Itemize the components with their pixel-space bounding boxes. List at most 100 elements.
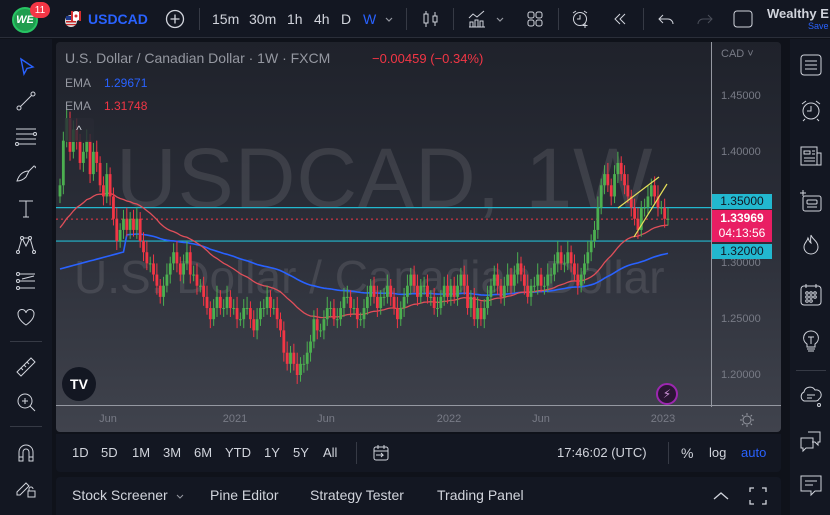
candle <box>576 274 580 286</box>
range-1m[interactable]: 1M <box>132 445 151 460</box>
ema-fast-line[interactable] <box>59 192 669 319</box>
price-scale[interactable] <box>711 42 781 407</box>
candles-chart-type-icon[interactable] <box>421 9 441 29</box>
candle <box>432 296 436 309</box>
symbol-search[interactable]: USDCAD <box>88 11 148 27</box>
calendar-icon[interactable] <box>798 282 824 308</box>
ideas-lightbulb-icon[interactable] <box>798 328 824 354</box>
cursor-icon[interactable] <box>14 55 38 79</box>
range-5y[interactable]: 5Y <box>293 445 309 460</box>
timeframe-d[interactable]: D <box>341 11 352 27</box>
candle <box>436 308 439 310</box>
ema-slow-line[interactable] <box>59 233 669 297</box>
utc-clock[interactable]: 17:46:02 (UTC) <box>557 445 647 460</box>
alerts-clock-icon[interactable] <box>798 97 824 123</box>
maximize-panel-icon[interactable] <box>748 486 768 506</box>
chats-cloud-icon[interactable] <box>798 383 824 409</box>
add-symbol-icon[interactable] <box>165 9 185 29</box>
undo-icon[interactable] <box>656 9 676 29</box>
candle <box>623 174 626 186</box>
add-watchlist-icon[interactable] <box>798 188 824 214</box>
news-icon[interactable] <box>798 143 824 169</box>
auto-scale-toggle[interactable]: auto <box>741 445 767 460</box>
horizontal-lines-icon[interactable] <box>14 124 38 148</box>
lightning-icon[interactable]: ⚡ <box>656 383 678 405</box>
timeframe-30m[interactable]: 30m <box>249 11 277 27</box>
magnet-icon[interactable] <box>14 440 38 464</box>
ema-slow-label[interactable]: EMA <box>65 99 92 113</box>
range-1d[interactable]: 1D <box>72 445 89 460</box>
date-range-bar: 1D 5D 1M 3M 6M YTD 1Y 5Y All 17:46:02 (U… <box>56 434 781 472</box>
price-label: 1.40000 <box>721 146 761 158</box>
candle <box>456 285 459 297</box>
candle <box>522 274 526 286</box>
candle <box>549 274 553 276</box>
chevron-down-icon[interactable] <box>174 490 186 502</box>
tab-strategy-tester[interactable]: Strategy Tester <box>310 487 404 503</box>
prediction-tool-icon[interactable] <box>14 269 38 293</box>
candle <box>402 296 406 309</box>
timeframe-15m[interactable]: 15m <box>212 11 240 27</box>
chevron-down-icon[interactable] <box>382 9 396 29</box>
indicators-icon[interactable] <box>467 9 487 29</box>
wedge-upper-line[interactable] <box>617 176 660 209</box>
favorites-heart-icon[interactable] <box>14 305 38 329</box>
wedge-lower-line[interactable] <box>633 183 668 238</box>
candle <box>606 174 610 186</box>
chevron-down-icon[interactable] <box>493 9 507 29</box>
hotlists-flame-icon[interactable] <box>798 232 824 258</box>
messages-icon[interactable] <box>798 428 824 454</box>
lock-drawings-icon[interactable] <box>14 475 38 499</box>
chart-settings-sun-icon[interactable] <box>739 412 755 428</box>
last-price-label: 1.33969 04:13:56 <box>712 210 772 242</box>
save-link[interactable]: Save <box>808 21 829 31</box>
watchlist-icon[interactable] <box>798 52 824 78</box>
pattern-tool-icon[interactable] <box>14 232 38 256</box>
log-scale-toggle[interactable]: log <box>709 445 727 460</box>
tradingview-logo[interactable]: TV <box>62 367 96 401</box>
timeframe-1h[interactable]: 1h <box>287 11 303 27</box>
candle <box>656 196 660 208</box>
last-price: 1.33969 <box>720 211 764 225</box>
fullscreen-square-icon[interactable] <box>733 9 753 29</box>
user-name[interactable]: Wealthy E <box>767 6 829 21</box>
ruler-icon[interactable] <box>14 355 38 379</box>
tab-trading-panel[interactable]: Trading Panel <box>437 487 524 503</box>
comments-icon[interactable] <box>798 473 824 499</box>
candle <box>639 207 643 230</box>
timeframe-w[interactable]: W <box>363 11 377 27</box>
candle <box>349 296 353 309</box>
alert-clock-icon[interactable] <box>571 9 591 29</box>
zoom-in-icon[interactable] <box>14 390 38 414</box>
candle <box>659 207 663 209</box>
price-chart[interactable] <box>56 42 711 405</box>
candle <box>61 140 65 186</box>
collapse-legend-button[interactable]: ^ <box>64 118 94 142</box>
range-all[interactable]: All <box>323 445 338 460</box>
range-3m[interactable]: 3M <box>163 445 182 460</box>
trend-line-icon[interactable] <box>14 89 38 113</box>
replay-icon[interactable] <box>610 9 630 29</box>
range-1y[interactable]: 1Y <box>264 445 280 460</box>
currency-selector[interactable]: CAD ˅ <box>721 48 754 60</box>
go-to-date-calendar-icon[interactable] <box>372 444 390 462</box>
range-6m[interactable]: 6M <box>194 445 213 460</box>
tab-pine-editor[interactable]: Pine Editor <box>210 487 279 503</box>
candle <box>519 263 523 275</box>
timeframe-4h[interactable]: 4h <box>314 11 330 27</box>
ema-fast-label[interactable]: EMA <box>65 76 92 90</box>
chevron-up-icon[interactable] <box>711 487 731 505</box>
range-5d[interactable]: 5D <box>101 445 118 460</box>
tab-stock-screener[interactable]: Stock Screener <box>72 487 168 503</box>
time-scale[interactable]: Jun 2021 Jun 2022 Jun 2023 <box>56 405 781 432</box>
brush-icon[interactable] <box>14 161 38 185</box>
candle <box>416 285 419 297</box>
range-ytd[interactable]: YTD <box>225 445 251 460</box>
price-label: 1.25000 <box>721 313 761 325</box>
layout-grid-icon[interactable] <box>525 9 545 29</box>
chart-pane[interactable]: USDCAD, 1W U.S. Dollar / Canadian Dollar… <box>56 42 781 432</box>
redo-icon[interactable] <box>695 9 715 29</box>
candle <box>322 319 326 331</box>
percent-scale-toggle[interactable]: % <box>681 445 694 461</box>
text-tool-icon[interactable] <box>14 197 38 221</box>
